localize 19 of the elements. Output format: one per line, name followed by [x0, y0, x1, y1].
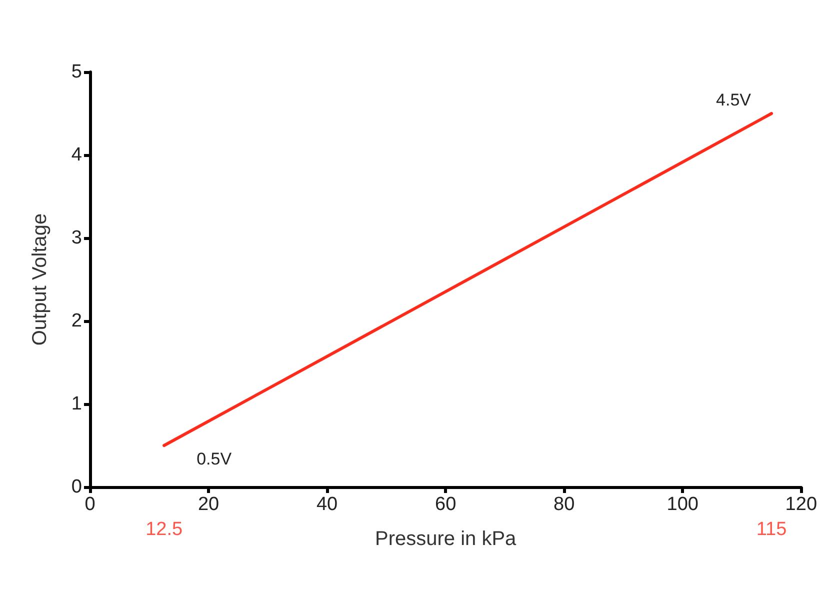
y-tick-label: 2	[71, 310, 82, 332]
y-tick-label: 4	[71, 144, 82, 166]
x-axis-title: Pressure in kPa	[374, 528, 518, 550]
text: 12.5	[146, 519, 183, 540]
data-label: 4.5V	[716, 90, 752, 110]
x-tick-label: 120	[785, 494, 817, 515]
y-tick-label: 3	[71, 228, 82, 248]
text: 115	[756, 519, 787, 540]
x-tick-label: 100	[666, 494, 698, 515]
x-tick-label: 60	[435, 494, 456, 515]
y-axis-title: Output Voltage	[29, 213, 51, 346]
x-tick-label: 20	[198, 494, 220, 515]
data-label: 0.5V	[196, 450, 232, 468]
x-tick-label: 0	[84, 494, 96, 515]
x-tick-label: 40	[316, 494, 338, 515]
x-tick-label: 80	[554, 494, 575, 515]
y-tick-label: 5	[71, 62, 82, 82]
y-tick-label: 0	[71, 476, 82, 498]
y-tick-label: 1	[71, 394, 82, 414]
